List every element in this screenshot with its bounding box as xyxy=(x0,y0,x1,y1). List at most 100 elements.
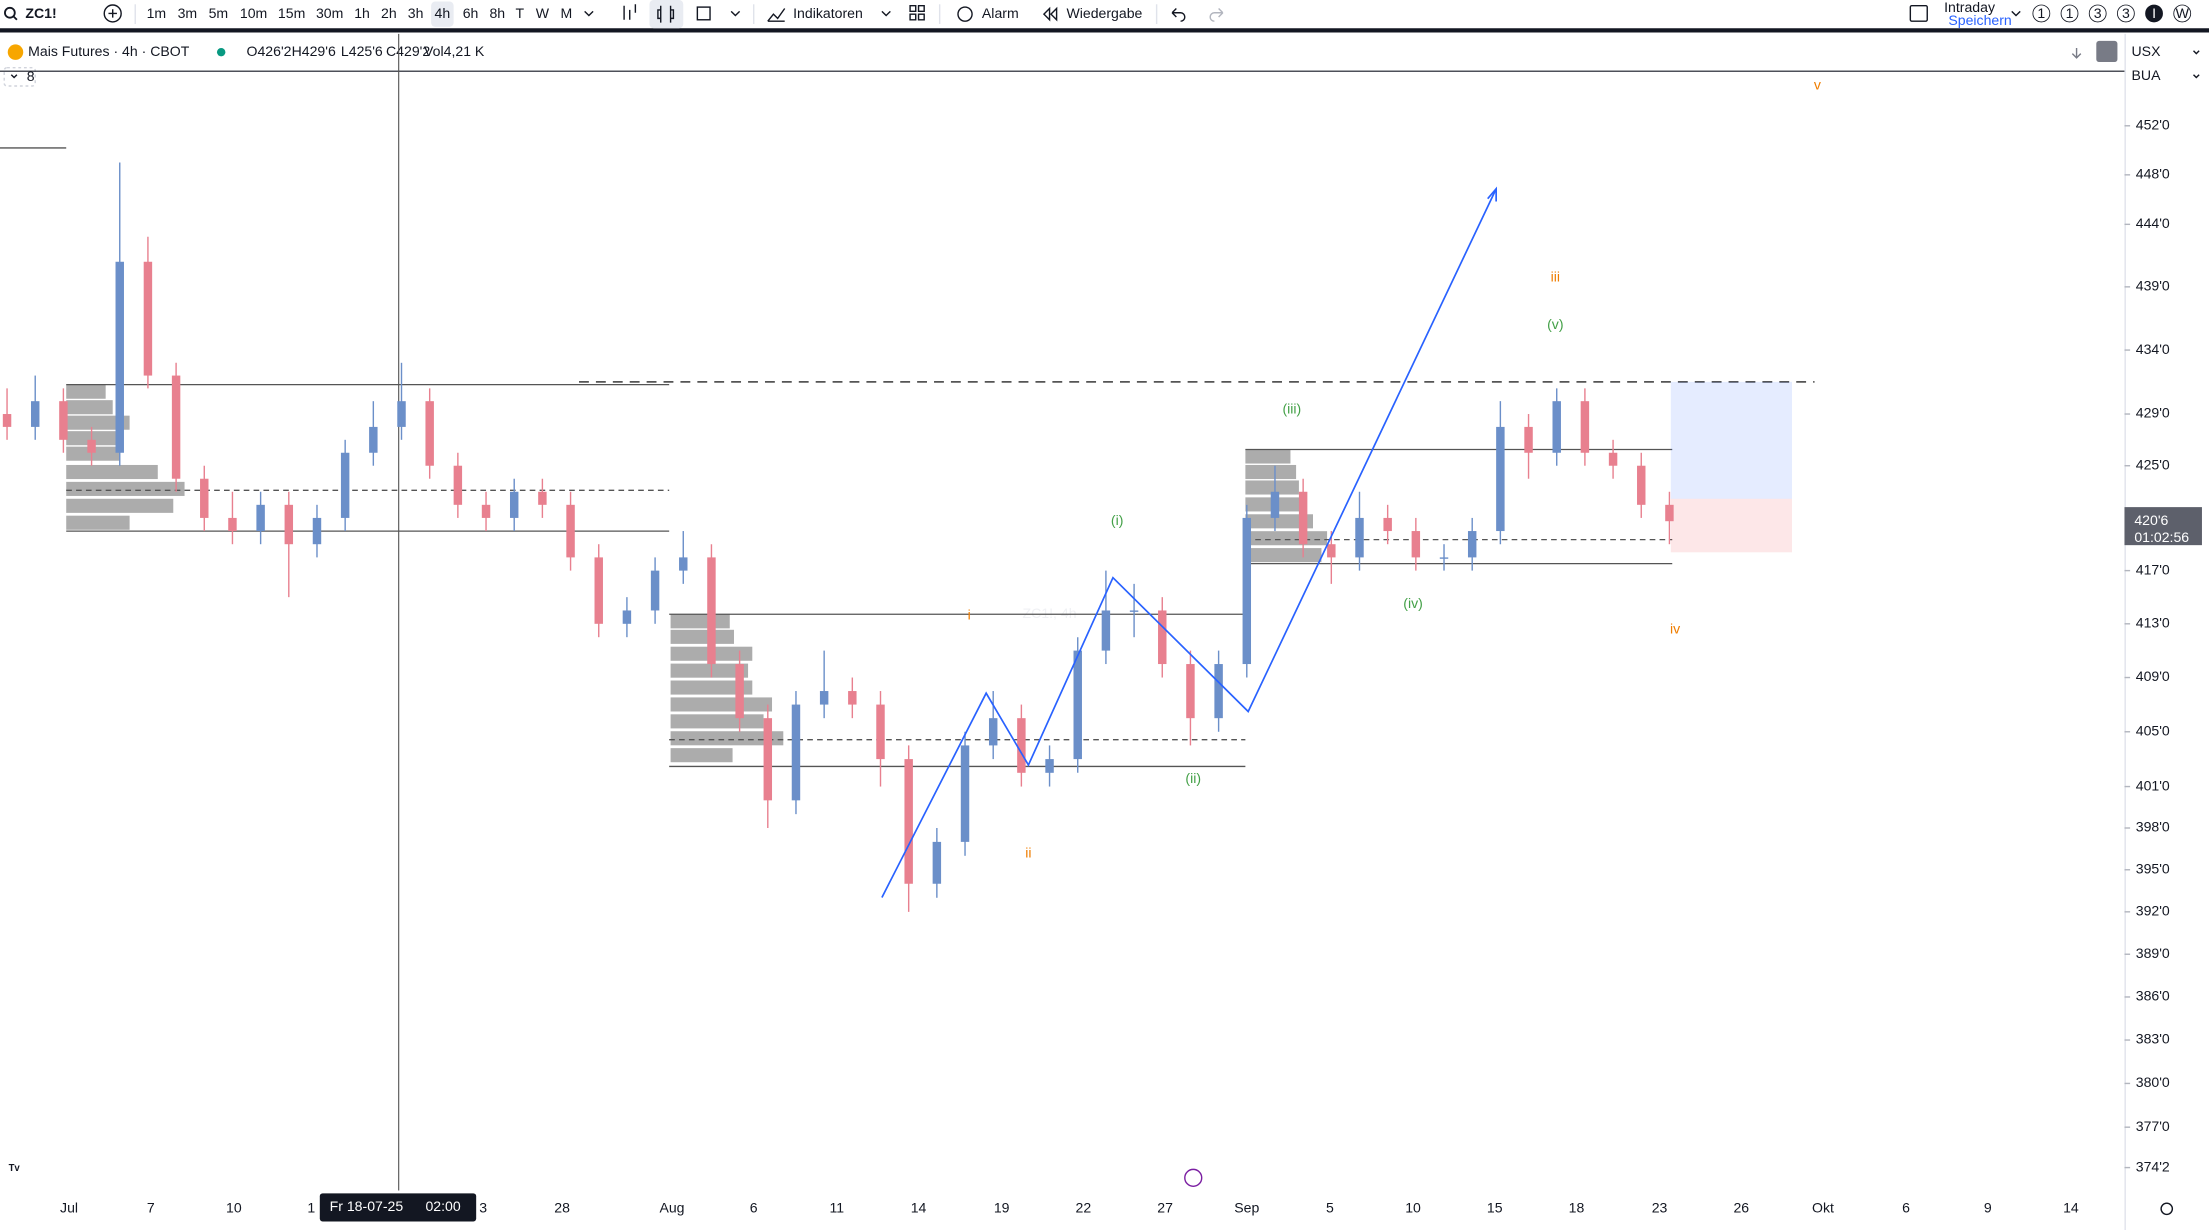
minor-wave-label[interactable]: (iii) xyxy=(1282,401,1301,417)
redo-button[interactable] xyxy=(1209,8,1224,22)
shortcut-circle[interactable] xyxy=(2145,4,2163,23)
x-tick-label: Sep xyxy=(1234,1200,1259,1216)
major-wave-label[interactable]: iv xyxy=(1670,621,1680,637)
interval-button[interactable]: 15m xyxy=(278,5,305,21)
layout-chevron[interactable] xyxy=(2011,10,2021,17)
currency[interactable]: USX xyxy=(2132,43,2162,59)
shortcut-circle[interactable] xyxy=(2117,4,2135,23)
candle-body xyxy=(1411,531,1421,558)
major-wave-label[interactable]: i xyxy=(968,606,971,622)
shortcut-label[interactable]: 1 xyxy=(2037,5,2045,21)
shortcut-circle[interactable] xyxy=(2088,4,2107,23)
y-tick-label: 417'0 xyxy=(2136,561,2170,577)
interval-button[interactable]: 4h xyxy=(435,5,451,21)
profile-row xyxy=(670,629,734,644)
interval-button[interactable]: 3m xyxy=(178,5,198,21)
collapse-button[interactable] xyxy=(3,66,36,87)
interval-button[interactable]: 30m xyxy=(316,5,343,21)
position-target[interactable] xyxy=(1670,381,1792,499)
position-stop[interactable] xyxy=(1670,498,1792,553)
shortcut-label[interactable]: W xyxy=(2176,5,2190,21)
interval-button[interactable]: 6h xyxy=(463,5,479,21)
x-tick-label: 14 xyxy=(911,1200,927,1216)
candle-body xyxy=(594,557,603,624)
candle-body xyxy=(1665,504,1674,522)
time-axis: Jul 7 10 1 3 28 Aug 6 11 14 19 22 27 Sep 5 10 15 18 23 26 Ok… xyxy=(60,1193,2079,1222)
profile-row xyxy=(66,498,174,513)
compare-button[interactable] xyxy=(103,4,122,23)
undo-button[interactable] xyxy=(1171,8,1186,22)
alarm-button[interactable]: Alarm xyxy=(982,5,1019,21)
settings-button[interactable] xyxy=(2096,40,2118,63)
unit[interactable]: BUA xyxy=(2132,67,2162,83)
event-marker[interactable] xyxy=(1184,1168,1203,1187)
axis-chevrons xyxy=(2193,50,2200,79)
minor-wave-label[interactable]: (ii) xyxy=(1185,770,1201,786)
x-tick-label: 10 xyxy=(1405,1200,1421,1216)
scroll-button[interactable] xyxy=(2071,47,2082,59)
search-icon-handle xyxy=(12,15,18,21)
layout-icon[interactable] xyxy=(1909,4,1928,22)
last-price-box xyxy=(2124,507,2202,546)
candle-body xyxy=(59,401,68,440)
chart-type-icon[interactable] xyxy=(696,6,711,21)
minor-wave-label[interactable]: (i) xyxy=(1111,512,1124,528)
replay-button[interactable]: Wiedergabe xyxy=(1066,5,1142,21)
symbol[interactable]: ZC1! xyxy=(25,5,56,21)
minor-wave-label[interactable]: (iv) xyxy=(1403,595,1423,611)
candle-body xyxy=(1073,650,1082,760)
candle-body xyxy=(171,375,181,479)
candle-body xyxy=(1129,610,1139,612)
x-tick-label: 5 xyxy=(1326,1200,1334,1216)
y-tick-label: 452'0 xyxy=(2136,117,2170,133)
profile-row xyxy=(670,614,730,629)
interval-button[interactable]: M xyxy=(560,5,572,21)
chart-type-chevron[interactable] xyxy=(730,10,741,17)
indicators-button[interactable]: Indikatoren xyxy=(793,5,863,21)
templates-icon[interactable] xyxy=(909,4,925,21)
shortcut-circle[interactable] xyxy=(2060,4,2079,23)
interval-button[interactable]: 3h xyxy=(408,5,424,21)
minor-wave-label[interactable]: (v) xyxy=(1547,316,1563,332)
candles-button-active[interactable] xyxy=(649,0,684,29)
y-tick-label: 383'0 xyxy=(2136,1031,2170,1047)
interval-button[interactable]: W xyxy=(536,5,550,21)
shortcut-circle[interactable] xyxy=(2032,4,2051,23)
search-icon[interactable] xyxy=(4,6,16,19)
candle-body xyxy=(30,401,40,427)
shortcut-label[interactable]: 1 xyxy=(2066,5,2074,21)
shortcut-label[interactable]: 3 xyxy=(2094,5,2102,21)
interval-chevron[interactable] xyxy=(584,10,594,17)
major-wave-label[interactable]: iii xyxy=(1551,268,1560,284)
bars-icon[interactable] xyxy=(623,4,637,20)
candle-body xyxy=(904,759,913,884)
watermark: ZC1!, 4h xyxy=(1023,605,1077,621)
axis-settings[interactable] xyxy=(2160,1202,2174,1216)
interval-button[interactable]: 1h xyxy=(354,5,370,21)
interval-button[interactable]: 5m xyxy=(209,5,229,21)
indicators-chevron[interactable] xyxy=(881,10,891,17)
alarm-icon xyxy=(957,6,973,22)
x-tick-label: 23 xyxy=(1652,1200,1668,1216)
y-tick-label: 425'0 xyxy=(2136,456,2170,472)
indicators-icon xyxy=(767,8,786,22)
legend-name[interactable]: Mais Futures · 4h · CBOT xyxy=(28,43,190,59)
interval-active[interactable] xyxy=(431,1,454,27)
interval-button[interactable]: T xyxy=(516,5,525,21)
candle-body xyxy=(1158,610,1167,665)
shortcut-label[interactable]: I xyxy=(2152,5,2156,21)
layout-name[interactable]: Intraday xyxy=(1944,0,1996,15)
candle-body xyxy=(538,491,547,505)
major-wave-label[interactable]: ii xyxy=(1025,845,1031,861)
shortcut-circle[interactable] xyxy=(2173,4,2192,23)
major-wave-label[interactable]: v xyxy=(1814,77,1821,93)
price-axis: 452'0 448'0 444'0 439'0 434'0 429'0 425'0 417'0… xyxy=(2124,117,2202,1174)
interval-button[interactable]: 8h xyxy=(489,5,505,21)
interval-button[interactable]: 2h xyxy=(381,5,397,21)
shortcut-label[interactable]: 3 xyxy=(2122,5,2130,21)
wave-drawing[interactable] xyxy=(881,188,1497,898)
interval-button[interactable]: 1m xyxy=(147,5,167,21)
collapsed-count[interactable]: 8 xyxy=(27,68,35,84)
save-button[interactable]: Speichern xyxy=(1948,12,2011,28)
interval-button[interactable]: 10m xyxy=(240,5,267,21)
